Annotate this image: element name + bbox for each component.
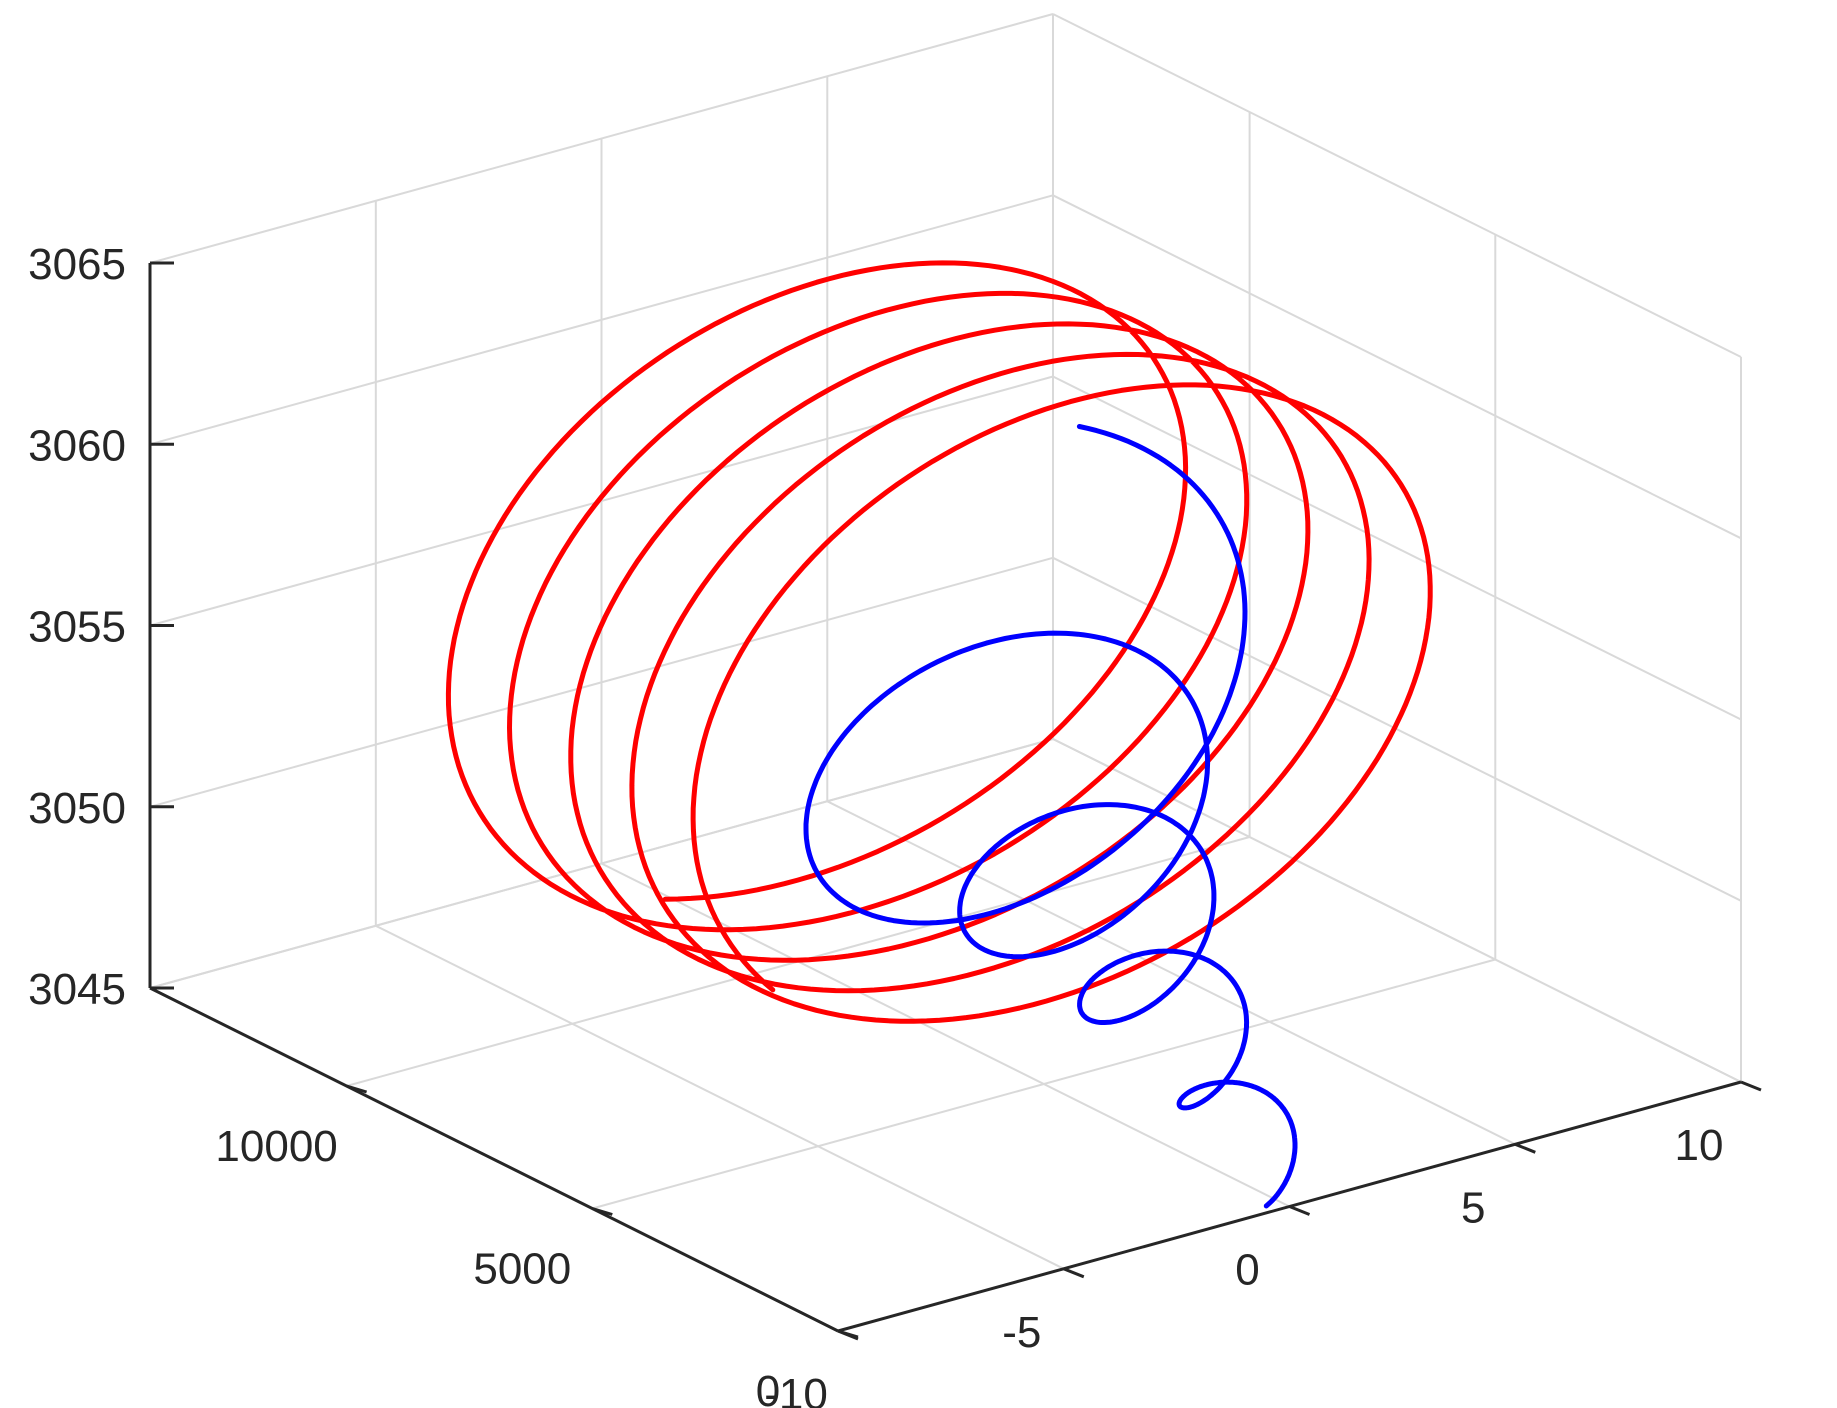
grid-line-floor-x <box>375 924 1065 1270</box>
grid-line-backwall-z <box>149 738 1054 989</box>
grid-line-floor-y <box>592 958 1496 1210</box>
x-tick-label: 0 <box>1235 1246 1259 1295</box>
grid-line-sidewall-z <box>1052 738 1742 1083</box>
grid-line-floor-x <box>826 800 1516 1146</box>
grid <box>149 13 1742 1332</box>
x-tick-mark <box>1514 1142 1536 1154</box>
y-tick-mark <box>591 1207 613 1216</box>
x-tick-label: -5 <box>1002 1308 1041 1357</box>
y-tick-mark <box>837 1329 859 1339</box>
series-group <box>445 260 1433 1209</box>
series-line-blue-spiral <box>803 424 1298 1209</box>
x-tick-label: 10 <box>1675 1121 1724 1170</box>
y-tick-label: 10000 <box>215 1122 337 1171</box>
x-tick-label: 5 <box>1461 1183 1485 1232</box>
z-tick-label: 3055 <box>28 603 126 652</box>
x-tick-label: -10 <box>764 1370 828 1408</box>
grid-line-backwall-z <box>149 556 1054 808</box>
x-tick-mark <box>1740 1080 1762 1092</box>
grid-line-backwall-z <box>149 13 1054 264</box>
series-line-red-helix <box>445 260 1433 1024</box>
grid-line-sidewall-z <box>1052 556 1742 902</box>
grid-line-sidewall-z <box>1052 375 1742 721</box>
z-tick-label: 3050 <box>28 784 126 833</box>
grid-line-floor-x <box>601 862 1290 1208</box>
y-tick-label: 0 <box>756 1367 780 1408</box>
z-tick-label: 3060 <box>28 421 126 470</box>
grid-line-sidewall-z <box>1052 13 1742 358</box>
y-tick-mark <box>346 1084 368 1094</box>
x-tick-mark <box>1288 1205 1311 1216</box>
grid-line-backwall-z <box>149 375 1054 627</box>
grid-line-backwall-z <box>149 194 1054 446</box>
axes <box>148 261 1762 1341</box>
y-axis-line <box>149 986 839 1333</box>
grid-line-sidewall-z <box>1052 194 1742 540</box>
y-tick-label: 5000 <box>473 1245 571 1294</box>
x-tick-mark <box>1063 1267 1085 1279</box>
z-tick-label: 3045 <box>28 965 126 1014</box>
tick-labels: -10 -5 0 5 10 0 5000 10000 3045 3050 3055 3060 3065 <box>28 240 1723 1408</box>
z-tick-label: 3065 <box>28 240 126 289</box>
